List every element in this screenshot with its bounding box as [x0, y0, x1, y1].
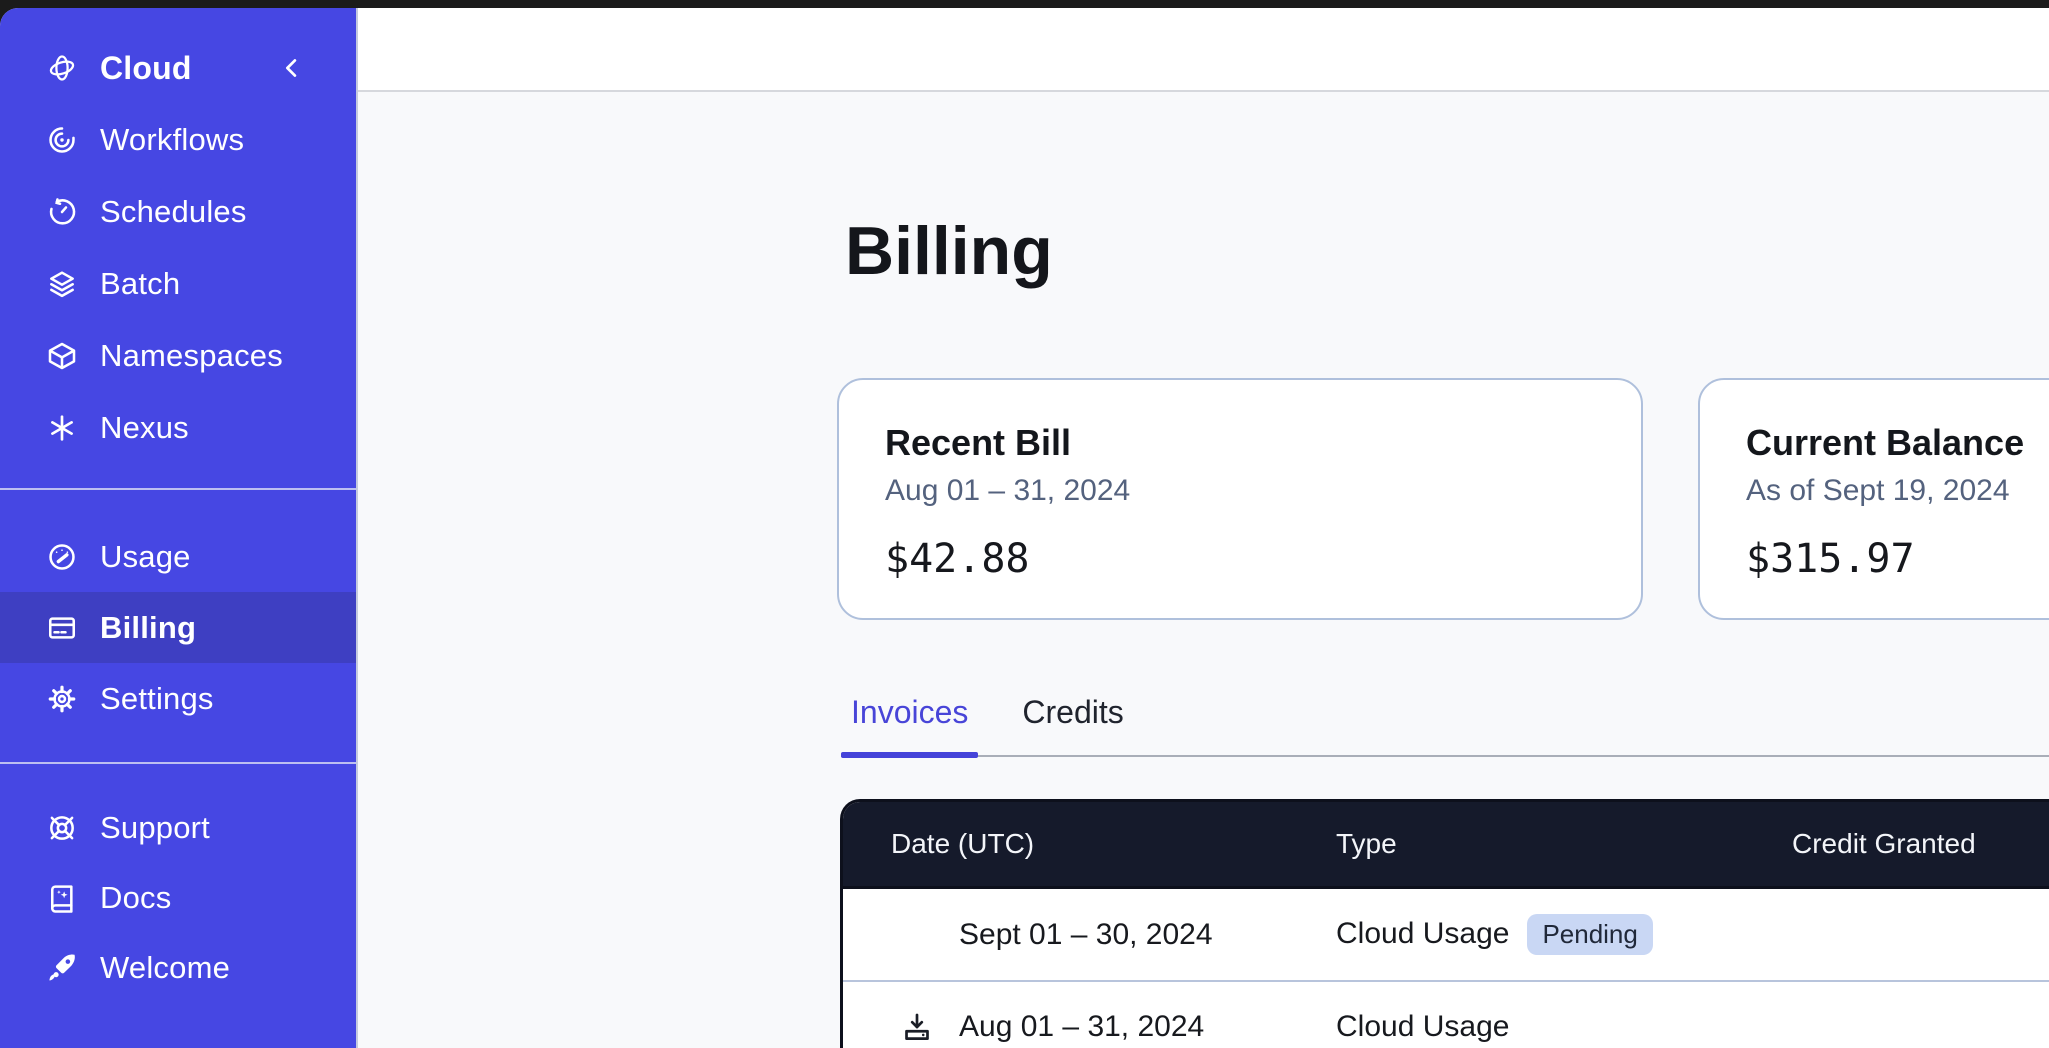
tab-credits[interactable]: Credits: [1022, 694, 1124, 730]
table-row: Aug 01 – 31, 2024 Cloud Usage: [843, 980, 2049, 1048]
cloud-orbit-icon: [46, 52, 78, 84]
billing-tabs: Invoices Credits: [841, 694, 2049, 758]
card-amount: $42.88: [885, 536, 1030, 582]
sidebar-item-label: Usage: [100, 538, 191, 574]
welcome-rocket-icon: [46, 952, 78, 984]
sidebar-divider: [0, 762, 356, 764]
column-header-date: Date (UTC): [891, 828, 1035, 859]
settings-icon: [46, 683, 78, 715]
sidebar-item-label: Workflows: [100, 122, 245, 157]
workflows-icon: [46, 124, 78, 156]
topbar: [358, 8, 2049, 92]
current-balance-card: Current Balance As of Sept 19, 2024 $315…: [1698, 378, 2049, 620]
sidebar-item-label: Schedules: [100, 194, 247, 229]
invoice-type-cell: Cloud Usage Pending: [1288, 913, 1744, 956]
sidebar-item-billing[interactable]: Billing: [0, 592, 356, 663]
invoice-date-cell: Sept 01 – 30, 2024: [843, 889, 1288, 980]
sidebar-item-label: Batch: [100, 266, 181, 301]
nexus-icon: [46, 412, 78, 444]
sidebar-item-label: Nexus: [100, 410, 189, 445]
invoice-type: Cloud Usage: [1336, 917, 1510, 951]
card-period: As of Sept 19, 2024: [1746, 474, 2010, 507]
sidebar-item-nexus[interactable]: Nexus: [0, 392, 356, 464]
page-title: Billing: [845, 213, 1053, 289]
sidebar-item-welcome[interactable]: Welcome: [0, 933, 356, 1003]
column-header-credit-granted: Credit Granted: [1792, 828, 1976, 859]
card-amount: $315.97: [1746, 536, 1915, 582]
sidebar-item-usage[interactable]: Usage: [0, 521, 356, 592]
table-header-row: Date (UTC) Type Credit Granted: [843, 802, 2049, 889]
sidebar-item-label: Welcome: [100, 950, 231, 985]
support-icon: [46, 812, 78, 844]
invoices-table: Date (UTC) Type Credit Granted Sept 01 –…: [840, 799, 2049, 1048]
sidebar-divider: [0, 488, 356, 490]
batch-icon: [46, 268, 78, 300]
invoice-date: Aug 01 – 31, 2024: [959, 1009, 1205, 1043]
sidebar-item-settings[interactable]: Settings: [0, 663, 356, 734]
invoice-date: Sept 01 – 30, 2024: [959, 917, 1213, 951]
table-row: Sept 01 – 30, 2024 Cloud Usage Pending: [843, 889, 2049, 980]
status-badge: Pending: [1527, 913, 1653, 956]
sidebar-item-workflows[interactable]: Workflows: [0, 104, 356, 176]
docs-icon: [46, 882, 78, 914]
sidebar-item-label: Docs: [100, 880, 172, 915]
card-period: Aug 01 – 31, 2024: [885, 474, 1131, 507]
sidebar-item-namespaces[interactable]: Namespaces: [0, 320, 356, 392]
sidebar-item-batch[interactable]: Batch: [0, 248, 356, 320]
sidebar-item-label: Support: [100, 810, 210, 845]
schedules-icon: [46, 196, 78, 228]
main-area: Billing Recent Bill Aug 01 – 31, 2024 $4…: [358, 8, 2049, 1048]
app-window: Cloud Workflows: [0, 8, 2049, 1048]
usage-icon: [46, 541, 78, 573]
billing-icon: [46, 612, 78, 644]
recent-bill-card: Recent Bill Aug 01 – 31, 2024 $42.88: [837, 378, 1643, 620]
invoice-type: Cloud Usage: [1336, 1009, 1510, 1043]
invoice-date-cell: Aug 01 – 31, 2024: [843, 982, 1288, 1048]
sidebar-item-label: Settings: [100, 680, 214, 716]
sidebar-item-docs[interactable]: Docs: [0, 863, 356, 933]
card-title: Recent Bill: [885, 422, 1072, 463]
sidebar-item-cloud[interactable]: Cloud: [0, 32, 356, 104]
tab-invoices[interactable]: Invoices: [841, 694, 979, 758]
namespaces-icon: [46, 340, 78, 372]
sidebar-item-label: Cloud: [100, 49, 192, 86]
invoice-type-cell: Cloud Usage: [1288, 1010, 1744, 1044]
sidebar: Cloud Workflows: [0, 8, 358, 1048]
sidebar-collapse-button[interactable]: [278, 54, 306, 82]
column-header-type: Type: [1336, 828, 1397, 859]
sidebar-item-support[interactable]: Support: [0, 793, 356, 863]
sidebar-item-label: Namespaces: [100, 338, 283, 373]
sidebar-item-schedules[interactable]: Schedules: [0, 176, 356, 248]
card-title: Current Balance: [1746, 422, 2025, 463]
download-invoice-button[interactable]: [900, 1010, 934, 1044]
sidebar-item-label: Billing: [100, 609, 197, 645]
